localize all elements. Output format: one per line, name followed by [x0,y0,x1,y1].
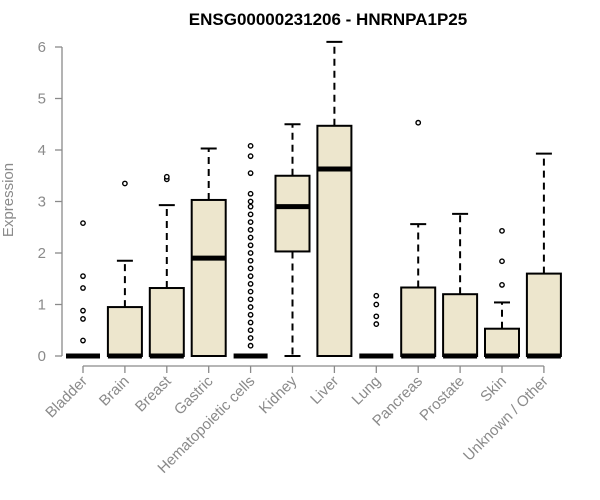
box-group [233,142,268,359]
box-iqr [484,327,520,357]
outlier-point [80,316,86,322]
x-tick-label: Breast [132,372,175,415]
y-tick-label: 4 [38,142,46,159]
box-group [359,292,394,359]
outlier-point [247,198,254,205]
outlier-point [80,307,86,314]
outlier-point [247,327,254,334]
outlier-point [247,342,254,349]
box-iqr [148,287,185,357]
box-group [400,119,437,359]
outlier-point [247,219,254,226]
y-tick-label: 5 [38,91,46,108]
x-tick-label: Kidney [256,372,301,417]
outlier-point [247,296,254,303]
x-tick-label: Lung [349,373,385,409]
outlier-point [247,265,254,272]
x-tick-label: Bladder [42,373,91,422]
y-tick-label: 6 [38,39,46,56]
outlier-point [122,180,128,187]
box-iqr [316,124,353,357]
y-tick-label: 0 [38,348,46,365]
outlier-point [247,319,254,326]
outlier-point [247,280,254,287]
outlier-point [247,234,254,241]
box-iqr [274,174,311,253]
box-group [484,227,520,359]
box-group [66,220,100,359]
outlier-point [247,304,254,310]
x-tick-label: Brain [96,373,133,410]
outlier-point [499,258,505,265]
outlier-point [247,288,254,295]
outlier-point [247,203,254,210]
outlier-point [80,285,86,291]
outlier-point [247,250,254,256]
plot-area [66,40,562,359]
x-tick-label: Liver [307,373,342,408]
y-axis-label: Expression [0,163,17,237]
outlier-point [247,273,254,280]
box-group [190,147,227,357]
outlier-point [499,282,505,288]
box-iqr [400,286,437,358]
outlier-point [247,311,254,318]
box-iqr [525,272,562,358]
box-iqr [442,293,479,358]
outlier-point [373,321,380,327]
chart-title: ENSG00000231206 - HNRNPA1P25 [189,10,467,29]
box-group [316,40,353,357]
box-group [442,212,479,359]
outlier-point [373,301,380,308]
outlier-point [247,226,254,233]
outlier-point [247,153,254,160]
outlier-point [247,190,254,197]
outlier-point [80,337,86,344]
x-tick-label: Skin [477,373,510,406]
outlier-point [247,170,254,177]
box-group [274,123,311,357]
outlier-point [80,220,86,227]
y-tick-label: 1 [38,297,46,314]
outlier-point [247,142,254,149]
box-group [148,173,185,359]
outlier-point [247,335,254,341]
outlier-point [247,257,254,264]
outlier-point [80,273,86,280]
box-iqr [190,198,227,357]
box-iqr [106,306,143,358]
outlier-point [373,292,380,299]
outlier-point [373,313,380,320]
x-tick-label: Prostate [416,373,468,425]
box-group [525,152,562,359]
y-axis: 0 1 2 3 4 5 6 [38,39,63,365]
y-tick-label: 3 [38,194,46,211]
box-group [106,180,143,359]
outlier-point [163,173,170,180]
outlier-point [247,242,254,249]
y-tick-label: 2 [38,245,46,262]
outlier-point [415,119,422,126]
outlier-point [499,227,505,234]
outlier-point [247,211,254,218]
